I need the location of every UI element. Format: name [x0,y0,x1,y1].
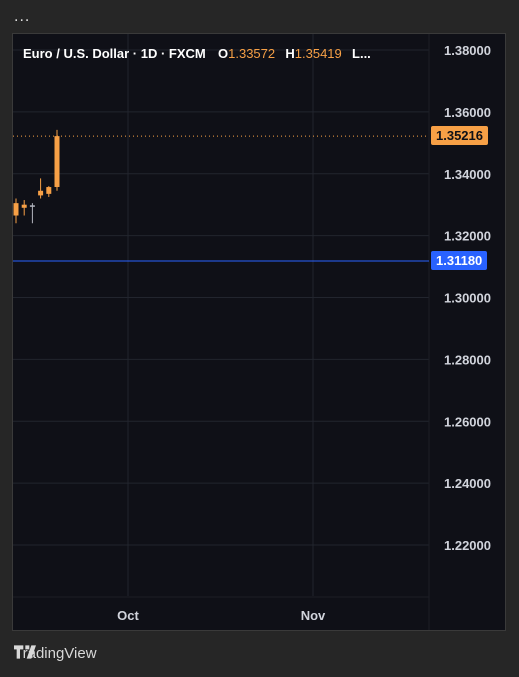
tradingview-label: TradingView [14,645,97,662]
candle-body [29,205,35,207]
open-label: O [218,46,229,61]
y-tick-label: 1.22000 [444,538,491,553]
open-value: 1.33572 [228,46,276,61]
x-tick-label: Oct [117,608,139,623]
horizontal-line-label: 1.31180 [431,250,488,270]
chart-area[interactable]: 1.22000 1.24000 1.26000 1.28000 1.30000 1.320… [12,33,506,631]
candle-body [13,203,19,216]
candlestick-chart: 1.22000 1.24000 1.26000 1.28000 1.30000 1.320… [13,34,491,630]
y-tick-label: 1.30000 [444,291,491,306]
high-value: 1.35419 [294,46,342,61]
menu-dots[interactable]: ... [14,8,31,25]
candle-body [46,187,52,194]
x-tick-label: Nov [301,608,326,623]
symbol-title: Euro / U.S. Dollar · 1D · FXCM [23,46,206,61]
chart-legend: Euro / U.S. Dollar · 1D · FXCM O1.33572 … [23,46,371,61]
high-label: H [285,46,295,61]
low-label: L... [352,46,371,61]
y-tick-label: 1.36000 [444,105,491,120]
y-tick-label: 1.38000 [444,43,491,58]
last-price-label: 1.35216 [431,126,488,146]
candle-body [54,136,60,187]
tradingview-logo-icon [14,645,36,659]
y-tick-label: 1.34000 [444,167,491,182]
y-tick-label: 1.28000 [444,352,491,367]
candle-body [21,204,27,208]
candle-body [38,190,44,196]
y-tick-label: 1.24000 [444,476,491,491]
y-tick-label: 1.32000 [444,229,491,244]
y-tick-label: 1.26000 [444,414,491,429]
tradingview-branding[interactable]: TradingView [14,645,97,662]
